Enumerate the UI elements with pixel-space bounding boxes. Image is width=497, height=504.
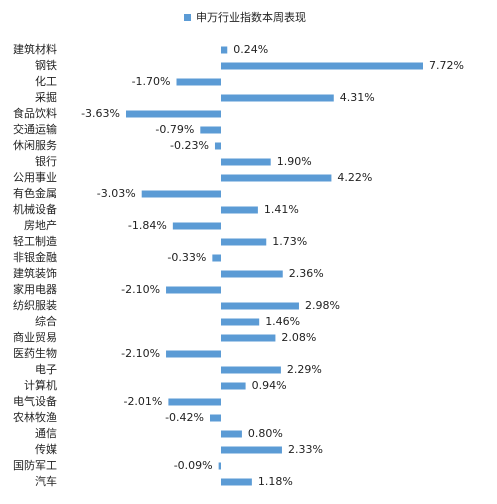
category-label: 银行 <box>35 154 57 168</box>
value-label: -0.42% <box>165 411 204 424</box>
value-label: -3.63% <box>81 107 120 120</box>
value-label: 2.29% <box>287 363 322 376</box>
category-label: 非银金融 <box>13 250 57 264</box>
bar <box>209 414 221 422</box>
bar <box>168 398 221 406</box>
category-label: 计算机 <box>24 378 57 392</box>
bar <box>220 334 276 342</box>
value-label: 1.41% <box>264 203 299 216</box>
bar <box>220 94 334 102</box>
value-label: 7.72% <box>429 59 464 72</box>
value-label: -3.03% <box>97 187 136 200</box>
category-label: 房地产 <box>24 218 57 232</box>
value-label: 2.98% <box>305 299 340 312</box>
category-label: 公用事业 <box>13 171 57 184</box>
value-label: -0.79% <box>155 123 194 136</box>
value-label: -1.84% <box>128 219 167 232</box>
bar <box>220 62 423 70</box>
category-label: 食品饮料 <box>13 106 57 120</box>
category-label: 商业贸易 <box>13 330 57 344</box>
bar <box>220 430 242 438</box>
value-label: 1.46% <box>265 315 300 328</box>
value-label: -0.23% <box>170 139 209 152</box>
bar <box>176 78 221 86</box>
category-label: 通信 <box>35 427 57 440</box>
bar <box>220 206 258 214</box>
category-label: 纺织服装 <box>13 298 57 312</box>
value-label: 0.24% <box>233 43 268 56</box>
legend-label: 申万行业指数本周表现 <box>196 10 306 24</box>
category-label: 化工 <box>35 74 57 88</box>
bar <box>220 366 281 374</box>
bar <box>220 478 252 486</box>
bar <box>220 270 283 278</box>
bar <box>220 158 271 166</box>
value-label: 1.18% <box>258 475 293 488</box>
category-label: 传媒 <box>35 443 57 456</box>
value-label: 0.80% <box>248 427 283 440</box>
category-label: 汽车 <box>35 474 57 488</box>
bar <box>200 126 221 134</box>
bar <box>220 446 282 454</box>
value-label: -0.09% <box>174 459 213 472</box>
bar <box>220 302 299 310</box>
category-label: 医药生物 <box>13 346 57 360</box>
value-label: -2.10% <box>121 347 160 360</box>
bar <box>220 46 228 54</box>
category-label: 家用电器 <box>13 282 57 296</box>
value-label: -2.01% <box>123 395 162 408</box>
category-label: 建筑装饰 <box>13 266 57 280</box>
category-label: 有色金属 <box>13 186 57 200</box>
bar <box>166 286 221 294</box>
value-label: 2.33% <box>288 443 323 456</box>
category-label: 休闲服务 <box>13 138 57 152</box>
bar <box>220 174 332 182</box>
category-label: 综合 <box>35 314 57 328</box>
value-label: 1.73% <box>272 235 307 248</box>
bar <box>212 254 221 262</box>
bar <box>214 142 221 150</box>
value-label: -1.70% <box>132 75 171 88</box>
value-label: 2.08% <box>281 331 316 344</box>
value-label: 1.90% <box>277 155 312 168</box>
bar <box>220 318 260 326</box>
value-label: 2.36% <box>289 267 324 280</box>
bar <box>141 190 221 198</box>
category-label: 机械设备 <box>13 202 57 216</box>
category-label: 交通运输 <box>13 122 57 136</box>
value-label: 4.22% <box>337 171 372 184</box>
value-label: 4.31% <box>340 91 375 104</box>
bar <box>218 462 221 470</box>
value-label: -0.33% <box>167 251 206 264</box>
category-label: 轻工制造 <box>13 234 57 248</box>
value-label: 0.94% <box>252 379 287 392</box>
category-label: 采掘 <box>35 90 57 104</box>
category-label: 建筑材料 <box>13 42 57 56</box>
value-label: -2.10% <box>121 283 160 296</box>
bar <box>166 350 221 358</box>
bar <box>220 382 246 390</box>
category-label: 国防军工 <box>13 458 57 472</box>
category-label: 农林牧渔 <box>13 410 57 424</box>
bar <box>172 222 221 230</box>
category-label: 钢铁 <box>35 59 57 72</box>
bar <box>126 110 221 118</box>
bar <box>220 238 267 246</box>
category-label: 电子 <box>35 363 57 376</box>
category-label: 电气设备 <box>13 394 57 408</box>
legend-swatch <box>184 14 191 21</box>
